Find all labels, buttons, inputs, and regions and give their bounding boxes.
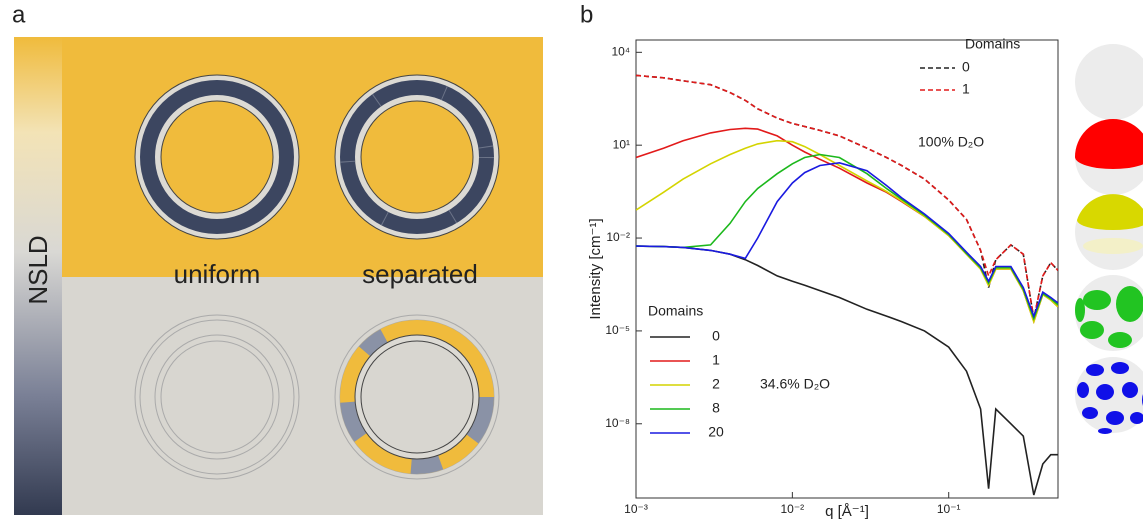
series-line [636, 75, 1058, 318]
legend-label: 1 [962, 81, 970, 97]
series-line [636, 163, 1058, 316]
series-line [636, 128, 1058, 321]
legend-title: Domains [648, 303, 703, 319]
legend-label: 20 [708, 424, 724, 440]
panel-label: b [580, 1, 593, 28]
series-line [636, 75, 1058, 318]
annotation: 100% D₂O [918, 134, 984, 150]
series-line [636, 155, 1058, 319]
x-tick-label: 10⁻¹ [937, 502, 961, 516]
ring-uniform [135, 75, 299, 239]
y-tick-label: 10⁻⁸ [605, 416, 630, 430]
y-axis-label: Intensity [cm⁻¹] [587, 218, 604, 319]
x-tick-label: 10⁻³ [624, 502, 648, 516]
series-line [636, 246, 1058, 495]
y-tick-label: 10⁻² [606, 230, 630, 244]
panel-label: a [12, 1, 26, 28]
series-line [636, 141, 1058, 322]
legend-label: 8 [712, 400, 720, 416]
bar-label: NSLD [23, 235, 53, 304]
legend-label: 1 [712, 352, 720, 368]
y-tick-label: 10¹ [613, 137, 630, 151]
x-tick-label: 10⁻² [781, 502, 805, 516]
legend-label: 0 [962, 59, 970, 75]
sphere-icons [1075, 44, 1143, 434]
y-tick-label: 10⁻⁵ [605, 323, 630, 337]
legend-label: 0 [712, 328, 720, 344]
legend-title: Domains [965, 36, 1020, 52]
x-axis-label: q [Å⁻¹] [825, 503, 869, 520]
figure: a NSLD uniform separated b [0, 0, 1143, 522]
ring-separated [335, 75, 499, 239]
ring-label: separated [362, 259, 478, 289]
y-tick-label: 10⁴ [611, 44, 630, 58]
ring-domains [348, 328, 487, 467]
ring-label: uniform [174, 259, 261, 289]
annotation: 34.6% D₂O [760, 376, 830, 392]
legend-label: 2 [712, 376, 720, 392]
plot-lines [636, 75, 1058, 495]
